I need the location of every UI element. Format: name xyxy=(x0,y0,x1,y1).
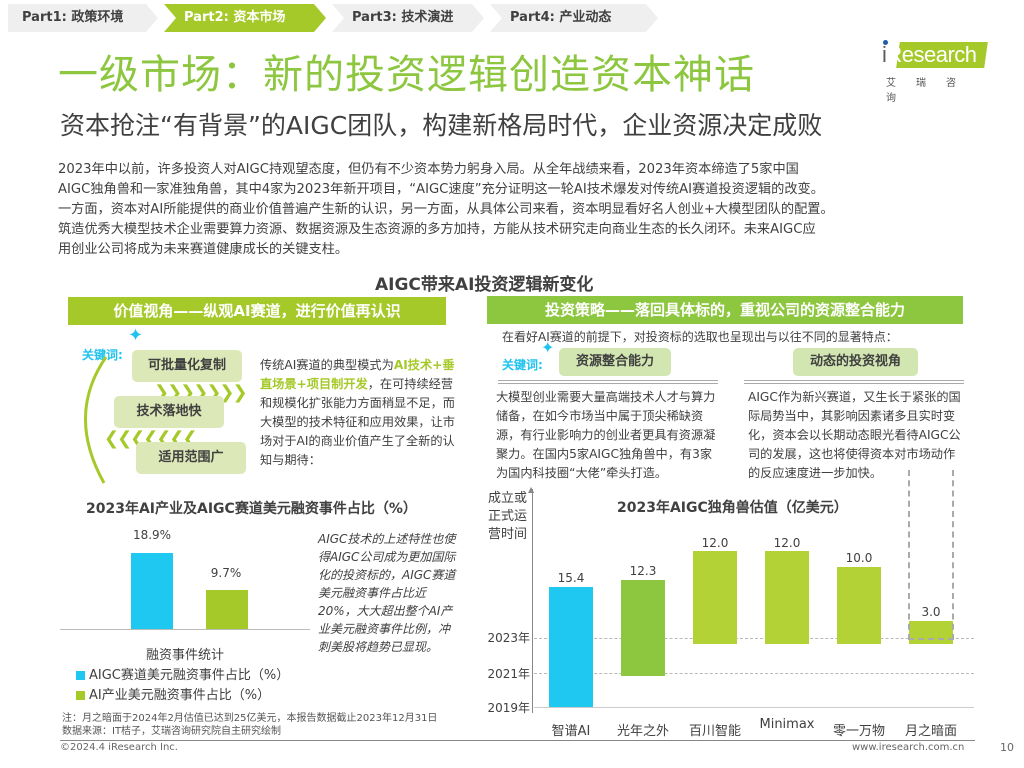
legend-item: AIGC赛道美元融资事件占比（%） xyxy=(76,666,289,686)
bar-zhipu xyxy=(549,587,593,707)
left-chart-title: 2023年AI产业及AIGC赛道美元融资事件占比（%） xyxy=(86,501,417,517)
legend-label: AI产业美元融资事件占比（%） xyxy=(89,688,271,703)
left-panel-header: 价值视角——纵观AI赛道，进行价值再认识 xyxy=(68,297,446,325)
bar-value: 12.3 xyxy=(629,564,657,578)
text-post: ，在可持续经营和规模化扩张能力方面稍显不足，而大模型的技术特征和应用效果，让市场… xyxy=(260,377,455,467)
x-label: 智谱AI xyxy=(551,724,591,739)
right-chart-title: 2023年AIGC独角兽估值（亿美元） xyxy=(617,500,848,516)
divider xyxy=(744,380,964,384)
legend-swatch xyxy=(76,691,85,700)
bar-lingyi xyxy=(837,567,881,644)
intro-line: 用创业公司将成为未来赛道健康成长的关键支柱。 xyxy=(58,242,349,257)
section-nav: Part1: 政策环境 Part2: 资本市场 Part3: 技术演进 Part… xyxy=(8,4,664,32)
bar-value: 9.7% xyxy=(210,566,242,580)
legend-item: AI产业美元融资事件占比（%） xyxy=(76,686,270,706)
text-pre: 传统AI赛道的典型模式为 xyxy=(260,358,394,372)
y-axis-label: 成立或正式运营时间 xyxy=(488,491,528,542)
copyright: ©2024.4 iResearch Inc. xyxy=(60,742,178,753)
x-axis xyxy=(60,629,310,630)
gridline-2021 xyxy=(534,673,974,674)
gridline-2023 xyxy=(534,638,974,639)
legend-swatch xyxy=(76,671,85,680)
x-label: 百川智能 xyxy=(688,724,741,739)
iresearch-logo: iResearch 艾瑞咨询 xyxy=(880,38,990,104)
highlight-dashed-box xyxy=(908,470,954,640)
y-tick: 2019年 xyxy=(487,701,530,715)
bar-value: 3.0 xyxy=(921,605,941,619)
column-text: 大模型创业需要大量高端技术人才与算力储备，在如今市场当中属于顶尖稀缺资源，有行业… xyxy=(496,390,716,480)
bar-aigc xyxy=(131,553,173,629)
bar-baichuan xyxy=(693,551,737,644)
bar-ai xyxy=(206,590,248,629)
arrow-up-icon: ▲ xyxy=(528,485,535,494)
tab-part4[interactable]: Part4: 产业动态 xyxy=(490,4,658,32)
divider xyxy=(498,380,718,384)
keyword-box: 适用范围广 xyxy=(136,442,246,474)
intro-line: 2023年中以前，许多投资人对AIGC持观望态度，但仍有不少资本势力躬身入局。从… xyxy=(58,162,799,177)
arc-decoration-icon xyxy=(84,356,108,484)
x-label: 零一万物 xyxy=(832,724,885,739)
y-tick: 2021年 xyxy=(487,667,530,681)
intro-line: 筑造优秀大模型技术企业需要算力资源、数据资源及生态资源的多方加持，方能从技术研究… xyxy=(58,222,816,237)
right-panel-intro: 在看好AI赛道的前提下，对投资标的选取也呈现出与以往不同的显著特点： xyxy=(502,330,898,344)
tab-part1[interactable]: Part1: 政策环境 xyxy=(8,4,158,32)
bar-value: 12.0 xyxy=(701,536,729,550)
sparkle-icon: ✦ xyxy=(541,338,555,357)
intro-line: 一方面，资本对AI所能提供的商业价值普遍产生新的认识，另一方面，从具体公司来看，… xyxy=(58,202,834,217)
bar-value: 18.9% xyxy=(132,528,172,542)
keyword-box: 技术落地快 xyxy=(114,396,224,428)
bar-value: 12.0 xyxy=(773,536,801,550)
keyword-box: 可批量化复制 xyxy=(132,350,242,382)
tab-part3[interactable]: Part3: 技术演进 xyxy=(332,4,484,32)
keyword-label: 关键词: xyxy=(502,358,543,372)
tab-part2[interactable]: Part2: 资本市场 xyxy=(164,4,326,32)
x-label: Minimax xyxy=(759,717,815,732)
page-title: 一级市场：新的投资逻辑创造资本神话 xyxy=(58,52,755,98)
intro-paragraph: 2023年中以前，许多投资人对AIGC持观望态度，但仍有不少资本势力躬身入局。从… xyxy=(58,160,978,260)
intro-line: AIGC独角兽和一家准独角兽，其中4家为2023年新开项目，“AIGC速度”充分… xyxy=(58,182,824,197)
x-label: 月之暗面 xyxy=(904,724,957,739)
logo-i: i xyxy=(882,42,887,67)
page-number: 10 xyxy=(1000,741,1014,754)
bar-guangnian xyxy=(621,580,665,676)
x-label: 光年之外 xyxy=(616,724,669,739)
logo-research: Research xyxy=(886,42,977,67)
chart-note: AIGC技术的上述特性也使得AIGC公司成为更加国际化的投资标的，AIGC赛道美… xyxy=(318,532,456,654)
x-axis-label: 融资事件统计 xyxy=(146,648,225,663)
logo-cn: 艾瑞咨询 xyxy=(886,78,976,104)
sparkle-icon: ✦ xyxy=(128,325,144,346)
bar-value: 10.0 xyxy=(845,551,873,565)
logo-dot-icon xyxy=(883,40,888,45)
y-axis xyxy=(532,489,533,713)
footer-rule xyxy=(60,740,975,741)
keyword-box: 动态的投资视角 xyxy=(793,348,918,376)
text-highlight: AI技术+垂直场景+项目制开发 xyxy=(260,358,455,391)
left-panel-text: 传统AI赛道的典型模式为AI技术+垂直场景+项目制开发，在可持续经营和规模化扩张… xyxy=(260,356,456,470)
section-title: AIGC带来AI投资逻辑新变化 xyxy=(375,275,594,295)
legend-label: AIGC赛道美元融资事件占比（%） xyxy=(89,668,290,683)
keyword-label: 关键词: xyxy=(82,348,123,362)
keyword-box: 资源整合能力 xyxy=(559,348,671,376)
column-text: AIGC作为新兴赛道，又生长于紧张的国际局势当中，其影响因素诸多且实时变化，资本… xyxy=(748,390,961,480)
website-link[interactable]: www.iresearch.com.cn xyxy=(852,742,965,753)
footer-notes: 注：月之暗面于2024年2月估值已达到25亿美元，本报告数据截止2023年12月… xyxy=(62,712,437,738)
page-subtitle: 资本抢注“有背景”的AIGC团队，构建新格局时代，企业资源决定成败 xyxy=(60,111,823,140)
bar-value: 15.4 xyxy=(557,571,585,585)
right-panel-header: 投资策略——落回具体标的，重视公司的资源整合能力 xyxy=(487,296,963,324)
baseline xyxy=(534,707,974,708)
bar-minimax xyxy=(765,551,809,644)
footnote: 注：月之暗面于2024年2月估值已达到25亿美元，本报告数据截止2023年12月… xyxy=(62,713,438,724)
data-source: 数据来源：IT桔子，艾瑞咨询研究院自主研究绘制 xyxy=(62,726,282,737)
y-tick: 2023年 xyxy=(487,631,530,645)
